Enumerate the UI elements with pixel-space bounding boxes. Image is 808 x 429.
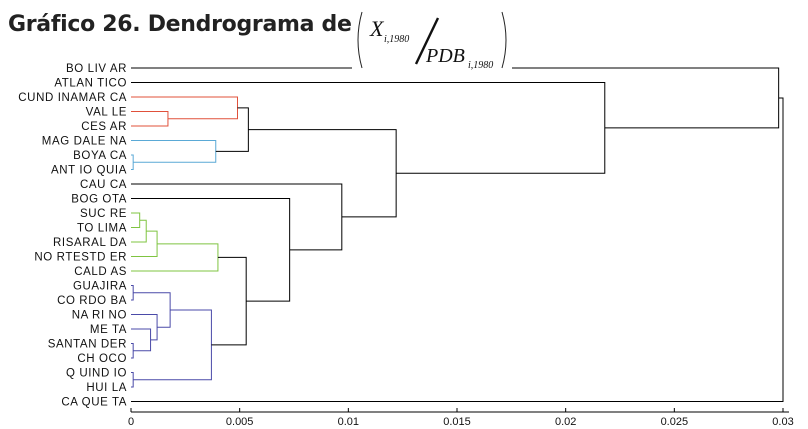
leaf-label: Q UIND IO <box>66 368 127 380</box>
leaf-label: NO RTESTD ER <box>34 252 127 264</box>
dendrogram-link <box>133 292 171 328</box>
leaf-label: RISARAL DA <box>53 237 127 249</box>
x-tick-label: 0.015 <box>443 416 471 428</box>
leaf-label: CAU CA <box>80 179 127 191</box>
dendrogram-link <box>131 372 134 388</box>
x-tick-label: 0.005 <box>226 416 254 428</box>
dendrogram-link <box>131 285 134 301</box>
leaf-label: TO LIMA <box>77 223 127 235</box>
x-axis: 0 0.005 0.01 0.015 0.02 0.025 0.03 <box>128 408 794 428</box>
leaf-label: CALD AS <box>74 266 127 278</box>
leaf-label: ATLAN TICO <box>54 78 127 90</box>
formula-numerator-var: X <box>369 16 385 41</box>
leaf-label: CA QUE TA <box>61 397 127 409</box>
x-tick-label: 0 <box>128 416 134 428</box>
leaf-label: BOG OTA <box>71 194 127 206</box>
leaf-label: HUI LA <box>86 382 127 394</box>
dendrogram-link <box>215 107 249 152</box>
x-tick-label: 0.02 <box>555 416 576 428</box>
dendrogram-link <box>131 328 152 352</box>
formula-right-paren <box>501 11 507 69</box>
leaf-label: ME TA <box>90 324 127 336</box>
leaf-label: SANTAN DER <box>48 339 127 351</box>
dendrogram-link <box>131 243 219 272</box>
dendrogram-link <box>248 129 397 218</box>
dendrogram-link <box>131 183 343 251</box>
leaf-label: ANT IO QUIA <box>51 165 127 177</box>
leaf-label: SUC RE <box>80 208 127 220</box>
dendrogram-link <box>133 309 212 381</box>
formula-box: X i,1980 PDB i,1980 <box>352 4 512 76</box>
leaf-label: CUND INAMAR CA <box>18 92 127 104</box>
x-tick-label: 0.03 <box>772 416 793 428</box>
dendrogram-link <box>131 82 606 174</box>
leaf-label: VAL LE <box>86 107 127 119</box>
dendrogram-link <box>131 343 134 359</box>
formula-denominator-sub: i,1980 <box>468 60 493 71</box>
formula-left-paren <box>357 11 363 69</box>
leaf-label: NA RI NO <box>72 310 127 322</box>
leaf-label: CH OCO <box>77 353 127 365</box>
formula-svg: X i,1980 PDB i,1980 <box>357 11 507 71</box>
dendrogram-link <box>131 314 158 341</box>
x-tick-label: 0.01 <box>338 416 359 428</box>
dendrogram-link <box>131 96 238 120</box>
dendrogram-link <box>131 198 291 302</box>
leaf-labels: BO LIV AR ATLAN TICO CUND INAMAR CA VAL LE C… <box>18 63 127 409</box>
leaf-label: BO LIV AR <box>66 63 127 75</box>
leaf-label: MAG DALE NA <box>42 136 127 148</box>
dendrogram-link <box>131 154 134 170</box>
dendrogram-link <box>131 111 169 127</box>
dendrogram-link <box>131 212 141 228</box>
leaf-label: GUAJIRA <box>73 281 127 293</box>
dendrogram-link <box>131 140 217 163</box>
chart-title: Gráfico 26. Dendrograma de <box>8 12 352 37</box>
leaf-label: CES AR <box>81 121 127 133</box>
dendrogram-link <box>131 97 784 402</box>
dendrogram-link <box>131 219 147 243</box>
formula-denominator-var: PDB <box>425 45 465 67</box>
formula-slash <box>414 17 440 65</box>
dendrogram-links <box>131 67 784 402</box>
x-tick-label: 0.025 <box>661 416 689 428</box>
leaf-label: CO RDO BA <box>57 295 127 307</box>
leaf-label: BOYA CA <box>73 150 127 162</box>
dendrogram-link <box>131 230 158 257</box>
formula-numerator-sub: i,1980 <box>384 34 409 45</box>
